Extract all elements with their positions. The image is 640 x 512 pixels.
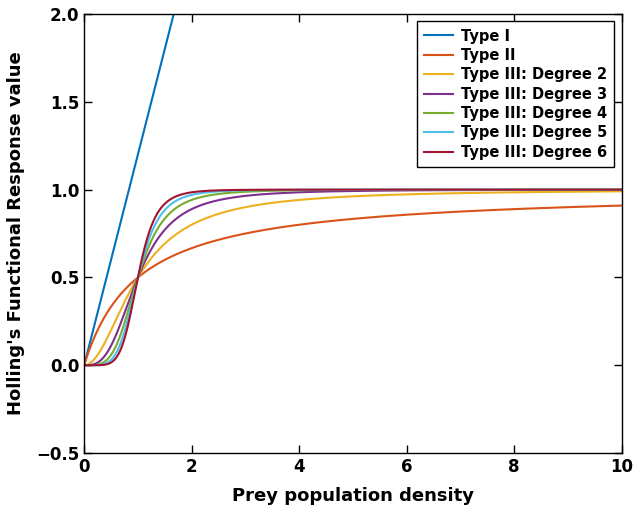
- Legend: Type I, Type II, Type III: Degree 2, Type III: Degree 3, Type III: Degree 4, Typ: Type I, Type II, Type III: Degree 2, Typ…: [417, 21, 614, 167]
- Type II: [522, 206, 530, 212]
- Type III: Degree 3: (6, 0.995): Degree 3: (6, 0.995): [403, 187, 410, 194]
- Type III: Degree 6: (8.22, 1): Degree 6: (8.22, 1): [522, 186, 530, 193]
- Type III: Degree 6: (6, 1): Degree 6: (6, 1): [403, 186, 410, 193]
- Type III: Degree 4: (7.46, 1): Degree 4: (7.46, 1): [481, 186, 489, 193]
- Line: Type III: Degree 6: Type III: Degree 6: [84, 189, 621, 365]
- Type III: Degree 4: (6.5, 0.999): Degree 4: (6.5, 0.999): [430, 187, 438, 193]
- Type III: Degree 4: (1.82, 0.916): Degree 4: (1.82, 0.916): [178, 201, 186, 207]
- Type III: Degree 3: (7.46, 0.998): Degree 3: (7.46, 0.998): [481, 187, 489, 193]
- Type III: Degree 2: (6.5, 0.977): Degree 2: (6.5, 0.977): [430, 190, 438, 197]
- Type III: Degree 3: (1.82, 0.857): Degree 3: (1.82, 0.857): [178, 211, 186, 218]
- Type III: Degree 6: (6.5, 1): Degree 6: (6.5, 1): [430, 186, 438, 193]
- Type III: Degree 5: (0, 0): Degree 5: (0, 0): [81, 362, 88, 368]
- Type III: Degree 5: (8.22, 1): Degree 5: (8.22, 1): [522, 186, 530, 193]
- Type III: Degree 4: (10, 1): Degree 4: (10, 1): [618, 186, 625, 193]
- Line: Type III: Degree 3: Type III: Degree 3: [84, 190, 621, 365]
- Type III: Degree 3: (0, 0): Degree 3: (0, 0): [81, 362, 88, 368]
- Type III: Degree 6: (10, 1): Degree 6: (10, 1): [618, 186, 625, 193]
- Type III: Degree 6: (0, 0): Degree 6: (0, 0): [81, 362, 88, 368]
- Type III: Degree 4: (8.22, 1): Degree 4: (8.22, 1): [522, 186, 530, 193]
- Type III: Degree 6: (7.46, 1): Degree 6: (7.46, 1): [481, 186, 489, 193]
- Type II: [285, 223, 293, 229]
- Type III: Degree 4: (3.82, 0.995): Degree 4: (3.82, 0.995): [285, 187, 293, 194]
- Type II: [81, 362, 88, 368]
- Type III: Degree 3: (3.82, 0.982): Degree 3: (3.82, 0.982): [285, 189, 293, 196]
- Type III: Degree 5: (7.46, 1): Degree 5: (7.46, 1): [481, 186, 489, 193]
- Type III: Degree 2: (6, 0.973): Degree 2: (6, 0.973): [403, 191, 410, 198]
- Type II: [403, 211, 410, 218]
- Type III: Degree 5: (6.5, 1): Degree 5: (6.5, 1): [430, 186, 438, 193]
- Type II: [618, 203, 625, 209]
- Type III: Degree 2: (7.46, 0.982): Degree 2: (7.46, 0.982): [481, 189, 489, 196]
- Y-axis label: Holling's Functional Response value: Holling's Functional Response value: [7, 52, 25, 415]
- Type III: Degree 2: (8.22, 0.985): Degree 2: (8.22, 0.985): [522, 189, 530, 195]
- Type III: Degree 3: (8.22, 0.998): Degree 3: (8.22, 0.998): [522, 187, 530, 193]
- Type II: [430, 210, 438, 216]
- Type III: Degree 5: (10, 1): Degree 5: (10, 1): [618, 186, 625, 193]
- Type III: Degree 6: (3.82, 1): Degree 6: (3.82, 1): [285, 186, 293, 193]
- Type III: Degree 5: (6, 1): Degree 5: (6, 1): [403, 186, 410, 193]
- Type II: [481, 207, 489, 214]
- Line: Type III: Degree 4: Type III: Degree 4: [84, 189, 621, 365]
- Line: Type III: Degree 5: Type III: Degree 5: [84, 189, 621, 365]
- Type III: Degree 2: (3.82, 0.936): Degree 2: (3.82, 0.936): [285, 198, 293, 204]
- Type III: Degree 3: (6.5, 0.996): Degree 3: (6.5, 0.996): [430, 187, 438, 194]
- Type III: Degree 4: (0, 0): Degree 4: (0, 0): [81, 362, 88, 368]
- Type I: [81, 362, 88, 368]
- Line: Type II: Type II: [84, 206, 621, 365]
- Type III: Degree 6: (1.82, 0.973): Degree 6: (1.82, 0.973): [178, 191, 186, 198]
- Type III: Degree 2: (10, 0.99): Degree 2: (10, 0.99): [618, 188, 625, 195]
- X-axis label: Prey population density: Prey population density: [232, 487, 474, 505]
- Type II: [178, 249, 186, 255]
- Type III: Degree 3: (10, 0.999): Degree 3: (10, 0.999): [618, 187, 625, 193]
- Type III: Degree 2: (0, 0): Degree 2: (0, 0): [81, 362, 88, 368]
- Type III: Degree 4: (6, 0.999): Degree 4: (6, 0.999): [403, 187, 410, 193]
- Line: Type III: Degree 2: Type III: Degree 2: [84, 191, 621, 365]
- Line: Type I: Type I: [84, 14, 173, 365]
- Type III: Degree 5: (3.82, 0.999): Degree 5: (3.82, 0.999): [285, 187, 293, 193]
- Type III: Degree 5: (1.82, 0.952): Degree 5: (1.82, 0.952): [178, 195, 186, 201]
- Type III: Degree 2: (1.82, 0.767): Degree 2: (1.82, 0.767): [178, 227, 186, 233]
